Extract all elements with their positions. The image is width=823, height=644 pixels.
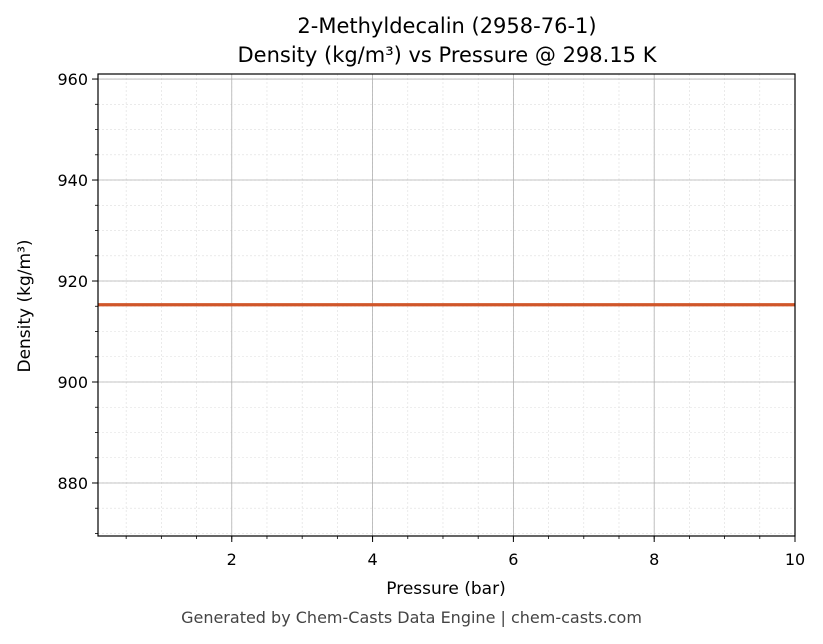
footer-credit: Generated by Chem-Casts Data Engine | ch… <box>181 608 642 627</box>
y-tick-label: 880 <box>57 474 88 493</box>
x-tick-label: 6 <box>508 550 518 569</box>
x-tick-label: 4 <box>367 550 377 569</box>
x-tick-label: 10 <box>785 550 805 569</box>
y-tick-label: 900 <box>57 373 88 392</box>
x-tick-label: 8 <box>649 550 659 569</box>
chart-subtitle: Density (kg/m³) vs Pressure @ 298.15 K <box>237 43 657 67</box>
plot-frame <box>97 73 796 537</box>
y-tick-label: 920 <box>57 272 88 291</box>
y-tick-labels: 880 900 920 940 960 <box>57 70 88 493</box>
axis-ticks <box>92 78 796 542</box>
y-tick-label: 960 <box>57 70 88 89</box>
chart-title: 2-Methyldecalin (2958-76-1) <box>297 14 596 38</box>
y-tick-label: 940 <box>57 171 88 190</box>
y-axis-label: Density (kg/m³) <box>15 239 35 372</box>
x-axis-label: Pressure (bar) <box>386 579 505 599</box>
x-tick-labels: 2 4 6 8 10 <box>227 550 806 569</box>
x-tick-label: 2 <box>227 550 237 569</box>
